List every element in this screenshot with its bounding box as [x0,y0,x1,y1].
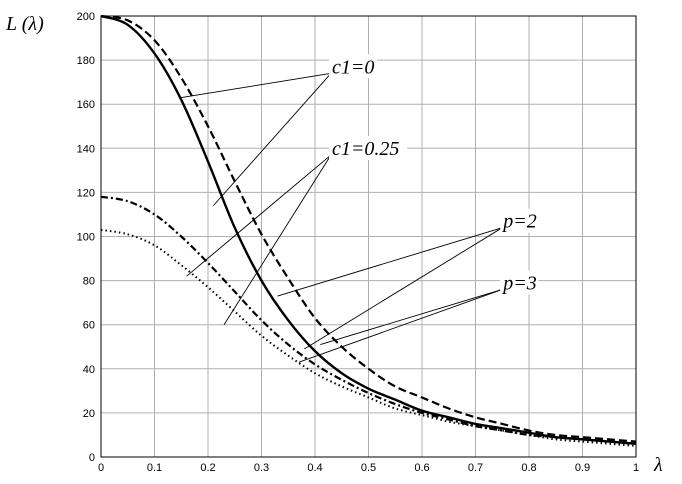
annotation-label: c1=0 [332,56,374,78]
x-tick-label: 0.1 [147,462,162,474]
annotation-label: c1=0.25 [332,138,399,160]
annotation-leader-line [320,288,503,345]
y-tick-label: 140 [77,143,95,155]
x-axis-label: λ [653,454,663,476]
x-tick-label: 0.6 [414,462,429,474]
x-tick-label: 0.8 [521,462,536,474]
y-tick-label: 100 [77,232,95,244]
series-solid-line [100,14,637,445]
x-tick-label: 0.9 [575,462,590,474]
annotation-leader-line [298,288,503,363]
annotation-background [329,54,378,79]
y-tick-label: 160 [77,99,95,111]
y-tick-label: 80 [83,276,95,288]
x-tick-label: 1 [633,462,639,474]
annotations: c1=0 c1=0.25 p=2 p=3 [181,54,539,363]
y-tick-label: 0 [89,452,95,464]
series-curves [100,14,637,447]
annotation-leader-line [304,227,503,350]
annotation-leader-line [223,154,332,325]
annotation-label: p=3 [501,272,537,294]
y-tick-label: 180 [77,55,95,67]
series-dotted-line [100,228,637,447]
y-tick-label: 40 [83,364,95,376]
annotation-leader-line [277,227,503,297]
y-tick-label: 120 [77,187,95,199]
x-tick-label: 0.3 [254,462,269,474]
series-dashed-line [100,14,637,443]
x-tick-label: 0 [98,462,104,474]
tick-labels: 0 0.1 0.2 0.3 0.4 0.5 0.6 0.7 0.8 0.9 1 0 20 40 60 80 10… [77,11,639,474]
annotation-label: p=2 [501,211,537,233]
x-tick-label: 0.7 [468,462,483,474]
x-tick-label: 0.5 [361,462,376,474]
y-axis-label: L (λ) [5,13,44,35]
annotation-leader-line [186,154,332,277]
annotation-background [500,270,539,295]
y-tick-label: 20 [83,408,95,420]
annotation-background [500,208,539,233]
y-tick-label: 60 [83,320,95,332]
x-tick-label: 0.4 [307,462,322,474]
plot-frame [100,15,637,458]
x-tick-label: 0.2 [200,462,215,474]
annotation-leader-line [181,72,332,99]
annotation-leader-line [213,73,332,206]
annotation-background [329,135,408,160]
y-tick-label: 200 [77,11,95,23]
